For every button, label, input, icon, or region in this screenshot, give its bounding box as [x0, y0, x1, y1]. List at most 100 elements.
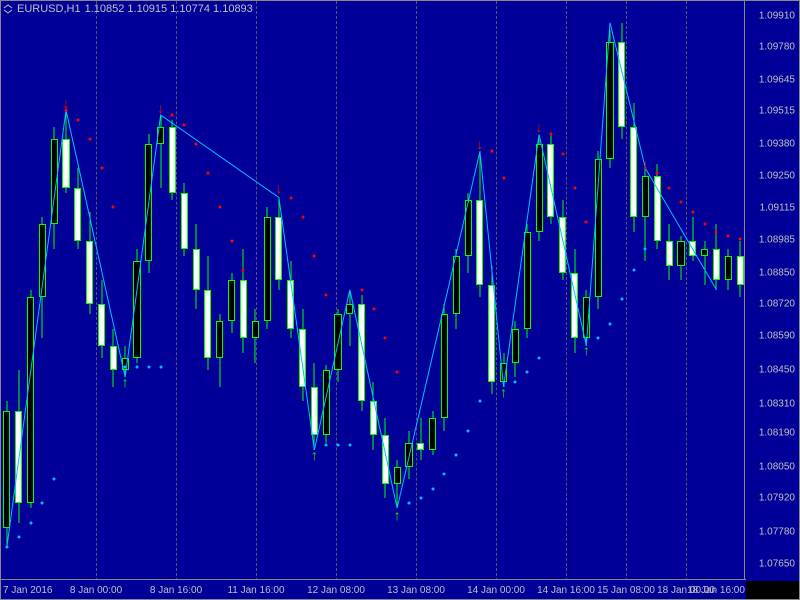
sar-dot-down — [668, 186, 671, 189]
grid-line-v — [626, 1, 627, 581]
arrow-down-icon: ↓ — [275, 180, 282, 196]
arrow-up-icon: ↑ — [311, 447, 318, 463]
sar-dot-up — [41, 502, 44, 505]
sar-dot-down — [313, 254, 316, 257]
chart-container[interactable]: EURUSD,H1 1.10852 1.10915 1.10774 1.1089… — [0, 0, 800, 600]
sar-dot-up — [455, 453, 458, 456]
arrow-down-icon: ↓ — [642, 156, 649, 172]
expand-icon[interactable] — [3, 4, 13, 14]
sar-dot-down — [112, 206, 115, 209]
y-tick-label: 1.08050 — [759, 461, 795, 472]
chart-area[interactable]: EURUSD,H1 1.10852 1.10915 1.10774 1.1089… — [1, 1, 746, 581]
arrow-down-icon: ↓ — [157, 100, 164, 116]
sar-dot-down — [360, 288, 363, 291]
arrow-up-icon: ↑ — [500, 384, 507, 400]
sar-dot-down — [585, 220, 588, 223]
sar-dot-up — [632, 269, 635, 272]
y-tick-label: 1.08190 — [759, 427, 795, 438]
y-tick-label: 1.08590 — [759, 330, 795, 341]
sar-dot-up — [159, 366, 162, 369]
sar-dot-down — [561, 152, 564, 155]
sar-dot-up — [17, 536, 20, 539]
sar-dot-up — [135, 366, 138, 369]
sar-dot-down — [206, 172, 209, 175]
y-tick-label: 1.09515 — [759, 106, 795, 117]
sar-dot-down — [372, 308, 375, 311]
sar-dot-up — [348, 444, 351, 447]
arrow-up-icon: ↑ — [122, 374, 129, 390]
grid-line-v — [566, 1, 567, 581]
sar-dot-down — [230, 240, 233, 243]
arrow-down-icon: ↓ — [536, 119, 543, 135]
sar-dot-down — [396, 371, 399, 374]
sar-dot-up — [644, 247, 647, 250]
y-tick-label: 1.07650 — [759, 559, 795, 570]
grid-line-v — [176, 1, 177, 581]
sar-dot-up — [620, 298, 623, 301]
sar-dot-down — [183, 123, 186, 126]
sar-dot-down — [325, 293, 328, 296]
arrow-down-icon: ↓ — [63, 95, 70, 111]
sar-dot-down — [289, 196, 292, 199]
x-axis: 7 Jan 20168 Jan 00:008 Jan 16:0011 Jan 1… — [1, 579, 746, 599]
x-tick-label: 11 Jan 16:00 — [227, 585, 284, 596]
sar-dot-down — [76, 118, 79, 121]
arrow-up-icon: ↑ — [583, 342, 590, 358]
arrow-up-icon: ↑ — [394, 507, 401, 523]
sar-dot-down — [573, 186, 576, 189]
x-tick-label: 13 Jan 08:00 — [387, 585, 445, 596]
y-tick-label: 1.09910 — [759, 10, 795, 21]
x-tick-label: 14 Jan 16:00 — [537, 585, 595, 596]
y-tick-label: 1.09250 — [759, 170, 795, 181]
zigzag-overlay — [1, 1, 746, 581]
sar-dot-down — [739, 237, 742, 240]
sar-dot-down — [656, 172, 659, 175]
y-tick-label: 1.09645 — [759, 74, 795, 85]
y-tick-label: 1.09115 — [760, 203, 795, 214]
sar-dot-down — [242, 269, 245, 272]
sar-dot-up — [147, 366, 150, 369]
y-tick-label: 1.08985 — [759, 235, 795, 246]
x-tick-label: 14 Jan 00:00 — [467, 585, 525, 596]
sar-dot-up — [609, 322, 612, 325]
grid-line-v — [686, 1, 687, 581]
sar-dot-up — [5, 546, 8, 549]
y-tick-label: 1.08310 — [759, 398, 795, 409]
grid-line-v — [96, 1, 97, 581]
y-tick-label: 1.08450 — [759, 364, 795, 375]
x-tick-label: 12 Jan 08:00 — [307, 585, 365, 596]
sar-dot-up — [538, 356, 541, 359]
sar-dot-up — [124, 366, 127, 369]
sar-dot-up — [431, 487, 434, 490]
x-tick-label: 7 Jan 2016 — [3, 585, 53, 596]
sar-dot-up — [597, 337, 600, 340]
sar-dot-down — [100, 167, 103, 170]
grid-line-v — [416, 1, 417, 581]
sar-dot-up — [407, 502, 410, 505]
sar-dot-down — [88, 138, 91, 141]
sar-dot-down — [679, 201, 682, 204]
sar-dot-up — [467, 429, 470, 432]
sar-dot-down — [490, 150, 493, 153]
sar-dot-down — [703, 223, 706, 226]
y-axis: 1.076501.077801.079201.080501.081901.083… — [744, 1, 799, 581]
sar-dot-up — [514, 381, 517, 384]
grid-line-v — [336, 1, 337, 581]
sar-dot-down — [384, 337, 387, 340]
ohlc-label: 1.10852 1.10915 1.10774 1.10893 — [85, 3, 253, 15]
sar-dot-down — [195, 143, 198, 146]
sar-dot-up — [53, 478, 56, 481]
sar-dot-down — [727, 235, 730, 238]
sar-dot-up — [337, 444, 340, 447]
sar-dot-down — [171, 114, 174, 117]
sar-dot-up — [526, 371, 529, 374]
sar-dot-down — [715, 230, 718, 233]
x-tick-label: 15 Jan 08:00 — [597, 585, 655, 596]
y-tick-label: 1.09780 — [759, 42, 795, 53]
sar-dot-down — [218, 206, 221, 209]
sar-dot-down — [301, 215, 304, 218]
y-tick-label: 1.08720 — [759, 299, 795, 310]
x-tick-label: 18 Jan 16:00 — [687, 585, 745, 596]
symbol-label: EURUSD,H1 — [17, 3, 81, 15]
sar-dot-up — [325, 444, 328, 447]
